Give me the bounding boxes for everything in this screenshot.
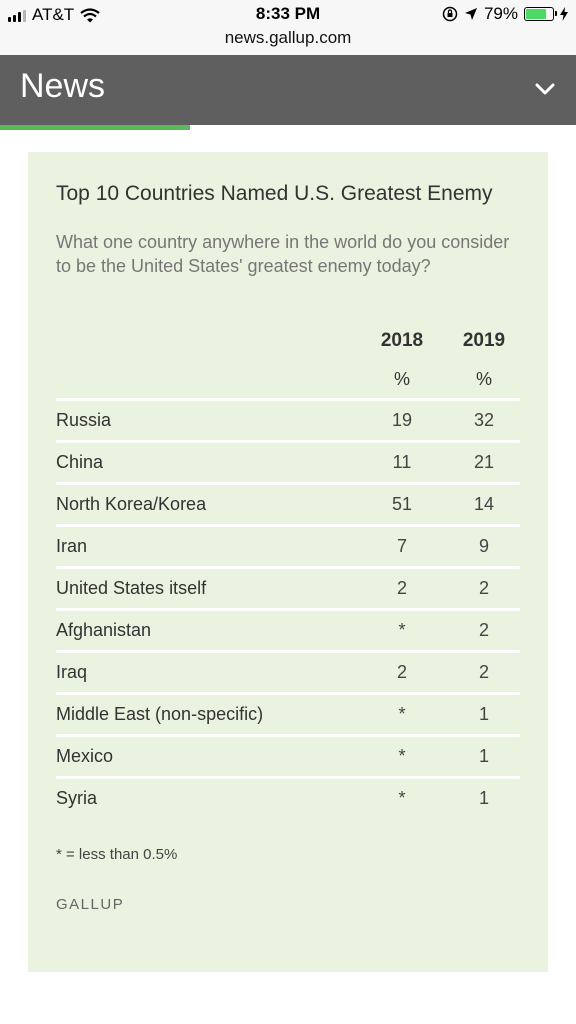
table-row: Middle East (non-specific) * 1	[56, 692, 520, 734]
value-2019-cell: 14	[473, 494, 495, 514]
site-header: News	[0, 55, 576, 125]
value-2018-cell: *	[398, 620, 406, 640]
value-2019-cell: 2	[478, 578, 489, 598]
column-unit-2018: %	[393, 369, 410, 389]
value-2019-cell: 1	[478, 746, 489, 766]
table-row: Mexico * 1	[56, 734, 520, 776]
chevron-down-icon[interactable]	[534, 81, 556, 97]
table-row: China 11 21	[56, 440, 520, 482]
value-2019-cell: 1	[478, 788, 489, 808]
carrier-label: AT&T	[32, 5, 75, 24]
column-unit-2019: %	[475, 369, 492, 389]
status-bar-left: AT&T	[8, 5, 100, 25]
charging-icon	[560, 7, 568, 21]
signal-icon	[8, 8, 26, 22]
value-2018-cell: *	[398, 704, 406, 724]
value-2018-cell: 11	[392, 452, 412, 472]
source-label: GALLUP	[56, 896, 125, 913]
value-2019-cell: 9	[478, 536, 489, 556]
data-table-card: Top 10 Countries Named U.S. Greatest Ene…	[28, 152, 548, 972]
table-row: Russia 19 32	[56, 398, 520, 440]
screen-lock-icon	[442, 6, 458, 22]
status-bar-right: 79%	[442, 4, 568, 24]
location-icon	[464, 8, 477, 20]
value-2018-cell: *	[398, 788, 406, 808]
table-row: Syria * 1	[56, 776, 520, 818]
column-header-2018: 2018	[380, 330, 424, 351]
table-body: Russia 19 32 China 11 21 North Korea/Korea 51 14…	[56, 398, 520, 818]
value-2018-cell: 2	[396, 578, 407, 598]
reading-progress-bar	[0, 125, 191, 130]
country-cell: Iraq	[56, 662, 88, 682]
country-cell: Afghanistan	[56, 620, 152, 640]
table-row: Afghanistan * 2	[56, 608, 520, 650]
table-row: United States itself 2 2	[56, 566, 520, 608]
country-cell: Syria	[56, 788, 98, 808]
address-bar[interactable]: news.gallup.com	[0, 28, 576, 55]
column-header-2019: 2019	[462, 330, 506, 351]
value-2018-cell: 51	[391, 494, 413, 514]
value-2019-cell: 2	[478, 662, 489, 682]
footnote: * = less than 0.5%	[56, 846, 178, 863]
clock: 8:33 PM	[255, 4, 321, 23]
battery-fill	[526, 9, 546, 19]
table-row: North Korea/Korea 51 14	[56, 482, 520, 524]
battery-percent: 79%	[483, 4, 518, 23]
value-2018-cell: 2	[396, 662, 407, 682]
country-cell: Mexico	[56, 746, 114, 766]
value-2018-cell: 19	[391, 410, 413, 430]
country-cell: Middle East (non-specific)	[56, 704, 264, 724]
country-cell: United States itself	[56, 578, 207, 598]
country-cell: Russia	[56, 410, 112, 430]
table-title: Top 10 Countries Named U.S. Greatest Ene…	[56, 182, 493, 205]
wifi-icon	[80, 7, 100, 22]
battery-icon	[524, 7, 557, 21]
value-2019-cell: 21	[473, 452, 495, 472]
table-row: Iran 7 9	[56, 524, 520, 566]
value-2018-cell: 7	[396, 536, 407, 556]
table-row: Iraq 2 2	[56, 650, 520, 692]
country-cell: China	[56, 452, 104, 472]
value-2018-cell: *	[398, 746, 406, 766]
survey-question: What one country anywhere in the world d…	[56, 232, 510, 276]
value-2019-cell: 2	[478, 620, 489, 640]
value-2019-cell: 32	[473, 410, 495, 430]
country-cell: North Korea/Korea	[56, 494, 207, 514]
value-2019-cell: 1	[478, 704, 489, 724]
status-bar: AT&T 8:33 PM 79%	[0, 0, 576, 28]
country-cell: Iran	[56, 536, 88, 556]
section-title[interactable]: News	[20, 67, 106, 105]
reading-progress-track	[0, 125, 576, 130]
